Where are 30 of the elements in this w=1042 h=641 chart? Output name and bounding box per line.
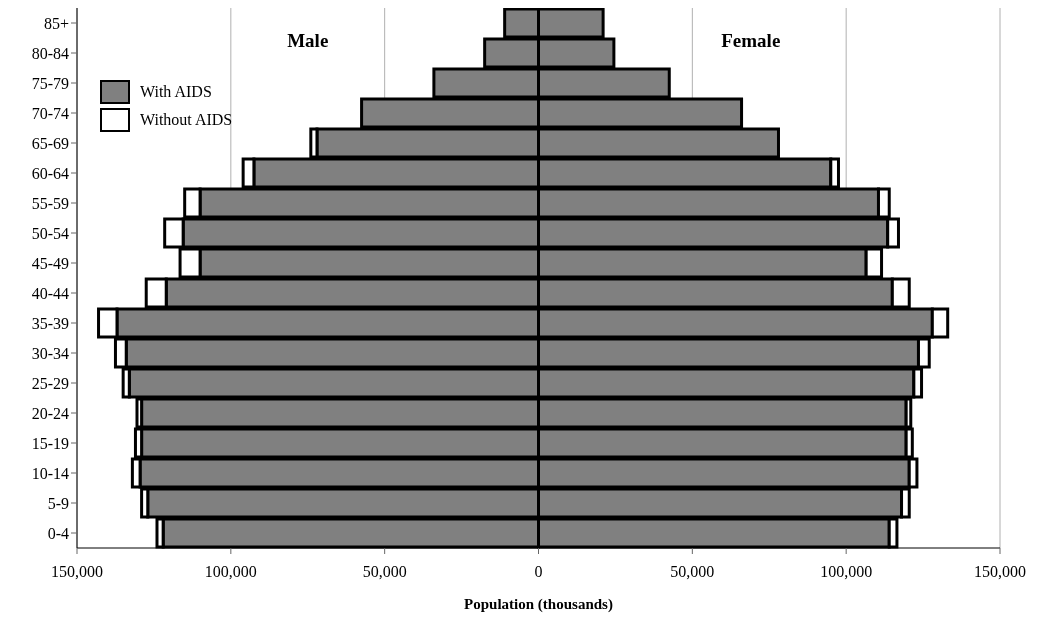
x-tick-label: 150,000 [51,563,103,581]
y-tick-label: 5-9 [47,494,69,512]
y-tick-label: 25-29 [31,374,69,392]
y-tick-label: 85+ [43,14,69,32]
y-tick-label: 80-84 [31,44,69,62]
y-tick-label: 70-74 [31,104,69,122]
y-tick-label: 30-34 [31,344,69,362]
y-tick-label: 65-69 [31,134,69,152]
y-tick-label: 0-4 [47,524,69,542]
y-tick-label: 60-64 [31,164,69,182]
y-tick-label: 35-39 [31,314,69,332]
y-tick-label: 10-14 [31,464,69,482]
annotation: Female [721,30,781,52]
x-tick-label: 50,000 [362,563,407,581]
legend-label: Without AIDS [140,111,233,129]
y-tick-label: 20-24 [31,404,69,422]
y-tick-label: 45-49 [31,254,69,272]
x-axis-title: Population (thousands) [463,596,614,613]
x-tick-label: 100,000 [820,563,873,581]
legend-label: With AIDS [140,83,212,101]
y-tick-label: 55-59 [31,194,69,212]
x-tick-label: 100,000 [204,563,257,581]
y-tick-label: 50-54 [31,224,69,242]
x-tick-label: 50,000 [670,563,715,581]
x-tick-label: 0 [534,563,543,581]
y-tick-label: 75-79 [31,74,69,92]
annotation: Male [287,30,329,52]
x-tick-label: 150,000 [974,563,1026,581]
y-tick-label: 40-44 [31,284,69,302]
y-tick-label: 15-19 [31,434,69,452]
